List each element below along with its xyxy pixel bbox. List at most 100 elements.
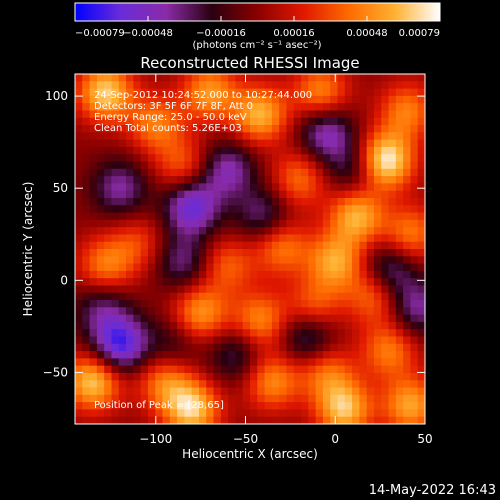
heatmap-cell [96,380,105,388]
heatmap-cell [250,139,258,148]
heatmap-cell [96,219,105,228]
heatmap-cell [257,132,265,141]
heatmap-cell [220,358,229,367]
heatmap-cell [242,234,251,243]
heatmap-cell [352,146,360,155]
heatmap-cell [191,402,200,410]
heatmap-cell [235,409,244,418]
heatmap-cell [344,409,353,418]
heatmap-cell [395,263,404,272]
heatmap-cell [147,314,156,323]
heatmap-cell [279,117,287,126]
heatmap-cell [198,416,207,424]
heatmap-cell [206,300,214,308]
heatmap-cell [322,205,331,213]
colorbar-tick-label: 0.00048 [346,28,387,39]
heatmap-cell [250,227,258,235]
heatmap-cell [344,197,353,206]
heatmap-cell [395,270,404,279]
heatmap-cell [301,394,309,403]
heatmap-cell [191,154,200,162]
heatmap-cell [177,190,185,199]
heatmap-cell [286,387,295,396]
heatmap-cell [89,190,98,199]
heatmap-cell [403,88,411,97]
heatmap-cell [140,365,149,374]
heatmap-cell [381,161,389,170]
heatmap-cell [242,227,251,235]
heatmap-cell [184,336,193,345]
heatmap-cell [264,416,273,424]
heatmap-cell [169,402,178,410]
heatmap-cell [279,74,287,82]
heatmap-cell [352,125,360,133]
heatmap-cell [126,343,134,352]
heatmap-cell [75,380,83,388]
heatmap-cell [198,249,207,257]
heatmap-cell [147,351,156,359]
heatmap-cell [111,197,120,206]
heatmap-cell [184,95,193,104]
heatmap-cell [118,139,127,148]
heatmap-cell [410,95,419,104]
heatmap-cell [96,234,105,243]
heatmap-cell [133,219,142,228]
heatmap-cell [220,351,229,359]
heatmap-cell [104,241,112,250]
heatmap-cell [264,300,273,308]
heatmap-cell [403,227,411,235]
heatmap-cell [228,110,236,119]
heatmap-cell [359,256,368,264]
heatmap-cell [322,285,331,294]
heatmap-cell [279,125,287,133]
heatmap-cell [395,103,404,111]
heatmap-cell [293,161,302,170]
heatmap-cell [220,329,229,337]
heatmap-cell [279,307,287,316]
heatmap-cell [82,402,90,410]
heatmap-cell [242,314,251,323]
heatmap-cell [410,307,419,316]
heatmap-cell [279,154,287,162]
heatmap-cell [118,394,127,403]
heatmap-cell [162,197,171,206]
heatmap-cell [206,219,214,228]
heatmap-cell [410,314,419,323]
heatmap-cell [322,161,331,170]
heatmap-cell [344,402,353,410]
heatmap-cell [322,190,331,199]
heatmap-cell [410,409,419,418]
heatmap-cell [111,176,120,184]
heatmap-cell [417,212,425,221]
heatmap-cell [206,81,214,89]
heatmap-cell [228,74,236,82]
heatmap-cell [308,380,317,388]
heatmap-cell [359,409,368,418]
heatmap-cell [271,285,280,294]
heatmap-cell [96,205,105,213]
heatmap-cell [155,154,163,162]
heatmap-cell [381,394,389,403]
heatmap-cell [104,343,112,352]
heatmap-cell [410,227,419,235]
heatmap-cell [322,380,331,388]
heatmap-cell [271,132,280,141]
heatmap-cell [359,205,368,213]
heatmap-cell [388,402,397,410]
heatmap-cell [264,336,273,345]
heatmap-cell [250,154,258,162]
heatmap-cell [330,336,338,345]
heatmap-cell [184,190,193,199]
heatmap-cell [126,74,134,82]
heatmap-cell [242,168,251,177]
heatmap-cell [147,176,156,184]
heatmap-cell [184,176,193,184]
heatmap-cell [388,227,397,235]
colorbar-ticks [74,16,441,21]
heatmap-cell [198,358,207,367]
heatmap-cell [184,314,193,323]
heatmap-cell [315,321,324,330]
heatmap-cell [381,314,389,323]
heatmap-cell [184,358,193,367]
heatmap-cell [198,117,207,126]
